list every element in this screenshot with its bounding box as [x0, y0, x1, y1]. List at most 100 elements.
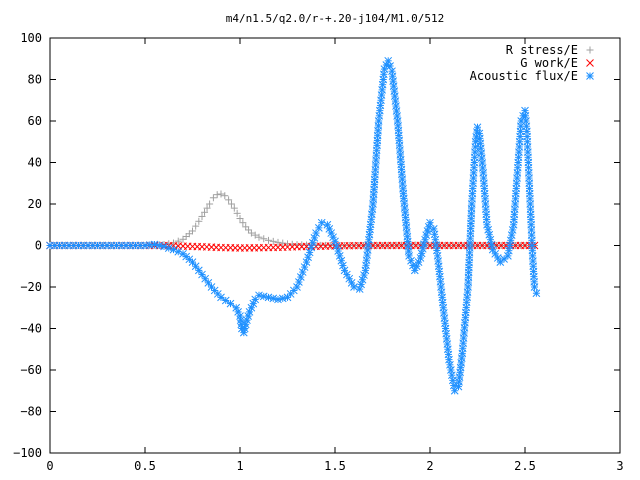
data-point	[532, 289, 541, 298]
x-tick-label: 2	[426, 459, 433, 473]
data-point	[430, 230, 439, 239]
data-point	[487, 240, 496, 249]
data-point	[530, 283, 539, 291]
data-point	[259, 292, 268, 301]
x-tick-label: 1.5	[324, 459, 346, 473]
data-point	[260, 235, 268, 243]
data-point	[417, 249, 426, 258]
data-point	[188, 258, 197, 266]
y-tick-label: −60	[20, 363, 42, 377]
data-point	[449, 381, 458, 390]
data-point	[335, 252, 344, 260]
data-point	[308, 238, 317, 247]
data-point	[423, 227, 432, 235]
y-tick-label: 80	[28, 73, 42, 87]
legend-marker	[586, 72, 594, 80]
data-point	[337, 256, 346, 265]
y-tick-label: −20	[20, 280, 42, 294]
data-point	[164, 244, 173, 252]
data-point	[473, 123, 482, 132]
data-point	[245, 226, 253, 234]
data-point	[358, 275, 367, 284]
data-point	[485, 230, 494, 239]
data-point	[416, 254, 425, 262]
data-point	[386, 62, 394, 70]
y-tick-label: 100	[20, 31, 42, 45]
y-tick-label: −100	[13, 446, 42, 460]
series-2	[46, 56, 541, 395]
legend-label: Acoustic flux/E	[470, 69, 578, 83]
data-point	[523, 137, 532, 146]
data-point	[357, 280, 365, 289]
data-point	[225, 196, 233, 204]
data-point	[360, 271, 368, 279]
data-point	[226, 299, 235, 308]
data-point	[307, 243, 316, 252]
y-tick-label: −80	[20, 405, 42, 419]
data-point	[221, 192, 229, 200]
data-point	[203, 204, 211, 212]
data-point	[469, 179, 477, 188]
data-marks	[46, 56, 541, 395]
data-point	[150, 240, 159, 249]
data-point	[204, 278, 213, 287]
x-tick-label: 2.5	[514, 459, 536, 473]
data-point	[269, 237, 277, 245]
data-point	[160, 242, 168, 251]
data-point	[174, 237, 182, 245]
y-tick-label: 20	[28, 197, 42, 211]
data-point	[274, 295, 282, 304]
data-point	[255, 233, 263, 241]
data-point	[264, 293, 273, 302]
data-point	[355, 285, 364, 293]
legend-marker	[586, 59, 594, 67]
data-point	[236, 215, 244, 223]
data-point	[265, 236, 272, 244]
data-point	[274, 238, 282, 246]
data-point	[420, 240, 428, 249]
data-point	[269, 294, 278, 303]
chart-title: m4/n1.5/q2.0/r-+.20-j104/M1.0/512	[226, 12, 445, 25]
data-point	[426, 218, 434, 227]
data-point	[189, 227, 196, 235]
data-point	[213, 191, 221, 199]
data-point	[421, 235, 429, 244]
data-point	[251, 231, 259, 239]
data-point	[217, 293, 225, 302]
data-point	[195, 217, 203, 225]
data-point	[239, 219, 247, 227]
data-point	[523, 132, 531, 141]
data-point	[365, 235, 373, 244]
data-point	[524, 153, 532, 162]
data-point	[366, 220, 375, 229]
data-point	[331, 237, 339, 246]
data-point	[278, 294, 287, 303]
legend-marker	[586, 46, 594, 54]
data-point	[507, 231, 516, 239]
data-point	[339, 261, 347, 270]
data-point	[486, 235, 495, 244]
data-point	[241, 320, 250, 329]
data-point	[436, 277, 445, 286]
data-point	[445, 355, 453, 364]
data-point	[471, 148, 479, 156]
data-point	[310, 234, 319, 242]
axis-ticks: 0 0.5 1 1.5 2 2.5 3 100 80 60 40 20 0 −20 −40 −60 −80 −10…	[13, 31, 624, 473]
data-point	[201, 208, 209, 216]
data-point	[227, 200, 235, 208]
data-point	[198, 212, 206, 220]
data-point	[230, 204, 238, 212]
data-point	[255, 291, 263, 300]
data-point	[312, 229, 320, 237]
data-point	[447, 371, 456, 380]
data-point	[217, 190, 225, 198]
data-point	[418, 244, 427, 253]
legend-label: R stress/E	[506, 43, 578, 57]
y-tick-label: 40	[28, 156, 42, 170]
data-point	[155, 241, 164, 250]
data-point	[192, 222, 200, 230]
data-point	[242, 223, 250, 231]
data-point	[233, 209, 241, 217]
data-point	[512, 179, 521, 188]
x-tick-label: 1	[236, 459, 243, 473]
